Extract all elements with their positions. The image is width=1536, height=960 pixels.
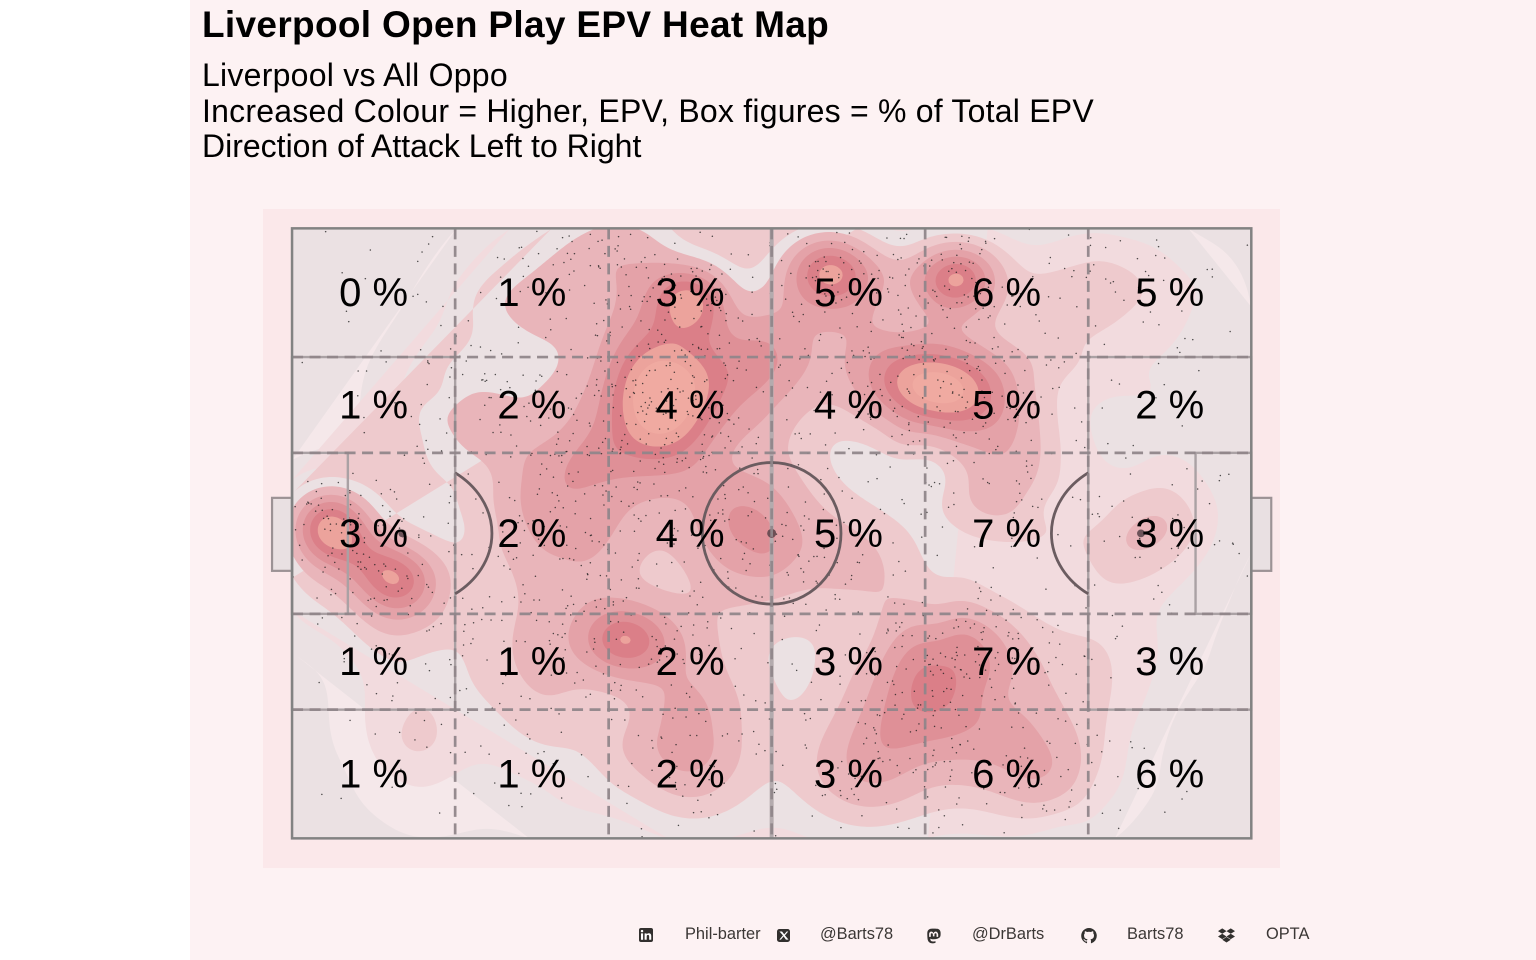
svg-text:7 %: 7 % bbox=[972, 640, 1041, 684]
svg-text:1 %: 1 % bbox=[339, 383, 408, 427]
svg-text:5 %: 5 % bbox=[972, 383, 1041, 427]
svg-text:1 %: 1 % bbox=[339, 640, 408, 684]
svg-text:7 %: 7 % bbox=[972, 512, 1041, 556]
svg-text:5 %: 5 % bbox=[814, 271, 883, 315]
svg-text:2 %: 2 % bbox=[497, 383, 566, 427]
svg-text:2 %: 2 % bbox=[497, 512, 566, 556]
svg-text:1 %: 1 % bbox=[497, 640, 566, 684]
svg-text:6 %: 6 % bbox=[1135, 752, 1204, 796]
svg-text:3 %: 3 % bbox=[814, 752, 883, 796]
svg-text:2 %: 2 % bbox=[656, 752, 725, 796]
svg-text:5 %: 5 % bbox=[814, 512, 883, 556]
svg-text:2 %: 2 % bbox=[1135, 383, 1204, 427]
svg-text:6 %: 6 % bbox=[972, 752, 1041, 796]
svg-text:1 %: 1 % bbox=[497, 752, 566, 796]
svg-text:4 %: 4 % bbox=[656, 383, 725, 427]
svg-text:3 %: 3 % bbox=[1135, 640, 1204, 684]
svg-text:1 %: 1 % bbox=[497, 271, 566, 315]
svg-text:2 %: 2 % bbox=[656, 640, 725, 684]
svg-text:0 %: 0 % bbox=[339, 271, 408, 315]
svg-text:3 %: 3 % bbox=[814, 640, 883, 684]
svg-text:1 %: 1 % bbox=[339, 752, 408, 796]
svg-text:4 %: 4 % bbox=[814, 383, 883, 427]
svg-text:3 %: 3 % bbox=[656, 271, 725, 315]
svg-text:4 %: 4 % bbox=[656, 512, 725, 556]
svg-text:6 %: 6 % bbox=[972, 271, 1041, 315]
svg-text:3 %: 3 % bbox=[1135, 512, 1204, 556]
svg-text:3 %: 3 % bbox=[339, 512, 408, 556]
svg-text:5 %: 5 % bbox=[1135, 271, 1204, 315]
